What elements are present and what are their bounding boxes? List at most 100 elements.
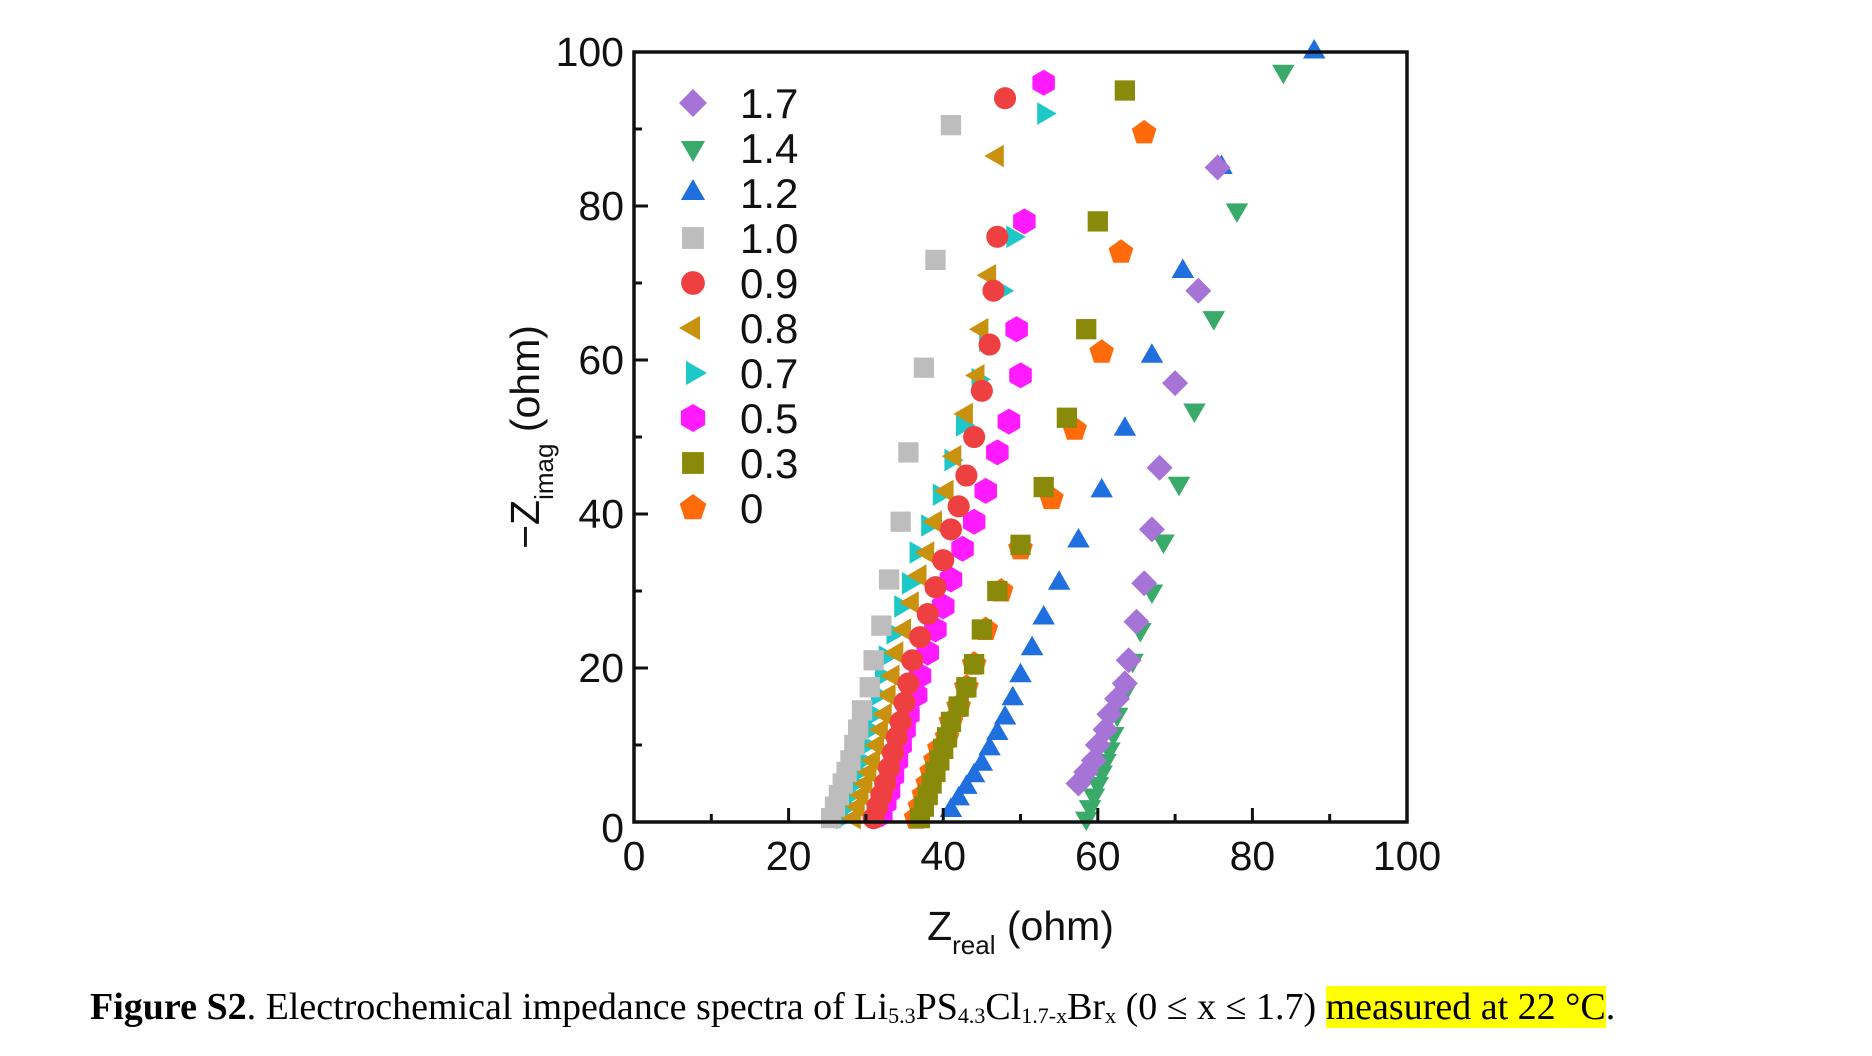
data-point [1138, 516, 1165, 543]
data-point [934, 479, 954, 503]
data-point [1114, 80, 1135, 101]
legend-marker [680, 179, 706, 200]
data-point [893, 691, 916, 714]
data-point [1090, 477, 1113, 498]
caption-text: (0 ≤ x ≤ 1.7) [1116, 986, 1326, 1028]
data-point [863, 650, 884, 671]
caption-text: . Electrochemical impedance spectra of L… [246, 986, 889, 1028]
data-point [1006, 225, 1026, 249]
data-point [871, 615, 892, 636]
data-point [1111, 670, 1138, 697]
data-point [939, 797, 963, 817]
y-axis-title: −Zimag (ohm) [502, 325, 559, 549]
x-tick-label: 40 [920, 833, 966, 879]
data-point [963, 425, 986, 449]
x-tick-label: 80 [1230, 833, 1276, 879]
y-tick-label: 40 [578, 491, 624, 537]
y-tick-label: 20 [578, 645, 624, 691]
series-0.8 [841, 144, 1004, 830]
y-tick-label: 0 [601, 805, 624, 851]
legend-marker [686, 360, 707, 386]
data-point [962, 762, 986, 783]
data-point [1108, 239, 1134, 263]
data-point [914, 541, 935, 564]
legend-label: 0 [740, 485, 763, 532]
data-point [955, 464, 978, 487]
data-point [1183, 403, 1206, 423]
series-0.3 [909, 80, 1135, 829]
data-point [951, 535, 974, 562]
data-point [1032, 605, 1055, 625]
caption-sub: 1.7-x [1021, 1003, 1068, 1028]
legend-label: 0.7 [740, 350, 798, 397]
data-point [984, 144, 1004, 168]
legend-marker [680, 141, 706, 162]
data-point [997, 408, 1021, 435]
data-point [993, 87, 1017, 110]
data-point [986, 225, 1009, 248]
legend-label: 0.9 [740, 260, 798, 307]
data-point [1162, 370, 1189, 397]
data-point [940, 711, 962, 733]
data-point [922, 510, 942, 533]
legend: 1.71.41.21.00.90.80.70.50.30 [679, 80, 798, 532]
data-point [1185, 277, 1212, 304]
data-point [1020, 635, 1044, 656]
y-tick-label: 100 [556, 29, 624, 75]
data-point [1067, 528, 1090, 548]
data-point [901, 649, 924, 672]
data-point [974, 477, 997, 504]
legend-label: 0.5 [740, 395, 798, 442]
legend-label: 1.0 [740, 215, 798, 262]
data-point [899, 591, 919, 614]
data-point [848, 719, 869, 740]
data-point [939, 518, 962, 541]
legend-label: 1.4 [740, 125, 798, 172]
legend-marker [682, 227, 704, 249]
legend-marker [680, 404, 706, 432]
data-point [925, 249, 946, 271]
data-point [978, 735, 1001, 756]
data-point [1204, 154, 1231, 181]
data-point [840, 750, 861, 771]
data-point [932, 549, 955, 572]
x-tick-label: 60 [1075, 833, 1121, 879]
caption-text: Br [1067, 986, 1106, 1028]
data-point [948, 696, 969, 717]
data-point [986, 439, 1009, 466]
data-point [891, 618, 911, 641]
data-point [880, 664, 900, 687]
data-point [1152, 534, 1175, 554]
legend-label: 1.7 [740, 80, 798, 127]
data-point [1146, 454, 1173, 481]
data-point [913, 357, 935, 378]
data-point [1001, 685, 1024, 706]
data-point [1078, 800, 1102, 820]
caption-highlight: measured at 22 °C [1325, 986, 1606, 1028]
series-0.9 [862, 87, 1017, 830]
series-1.7 [1065, 154, 1231, 797]
impedance-chart: 0 20 40 60 80 100 0 20 40 60 80 100 1.71.41.21.00.9… [502, 29, 1441, 960]
data-point [883, 641, 904, 664]
series-1.0 [820, 115, 962, 829]
data-point [1131, 570, 1158, 597]
data-point [1123, 608, 1150, 635]
x-tick-label: 20 [766, 833, 812, 879]
data-point [1167, 476, 1191, 497]
legend-marker [682, 452, 704, 474]
x-tick-label: 0 [623, 833, 646, 879]
data-point [1076, 319, 1097, 340]
data-point [956, 677, 977, 698]
data-point [864, 733, 884, 757]
y-tick-label: 80 [578, 183, 624, 229]
data-point [986, 720, 1009, 740]
data-point [889, 710, 912, 733]
data-point [1225, 203, 1249, 223]
data-point [894, 595, 914, 618]
data-point [941, 445, 962, 468]
data-point [844, 734, 865, 756]
caption-text: PS [915, 986, 958, 1028]
x-tick-label: 100 [1373, 833, 1441, 879]
figure-caption: Figure S2. Electrochemical impedance spe… [90, 985, 1615, 1029]
data-point [956, 414, 976, 437]
